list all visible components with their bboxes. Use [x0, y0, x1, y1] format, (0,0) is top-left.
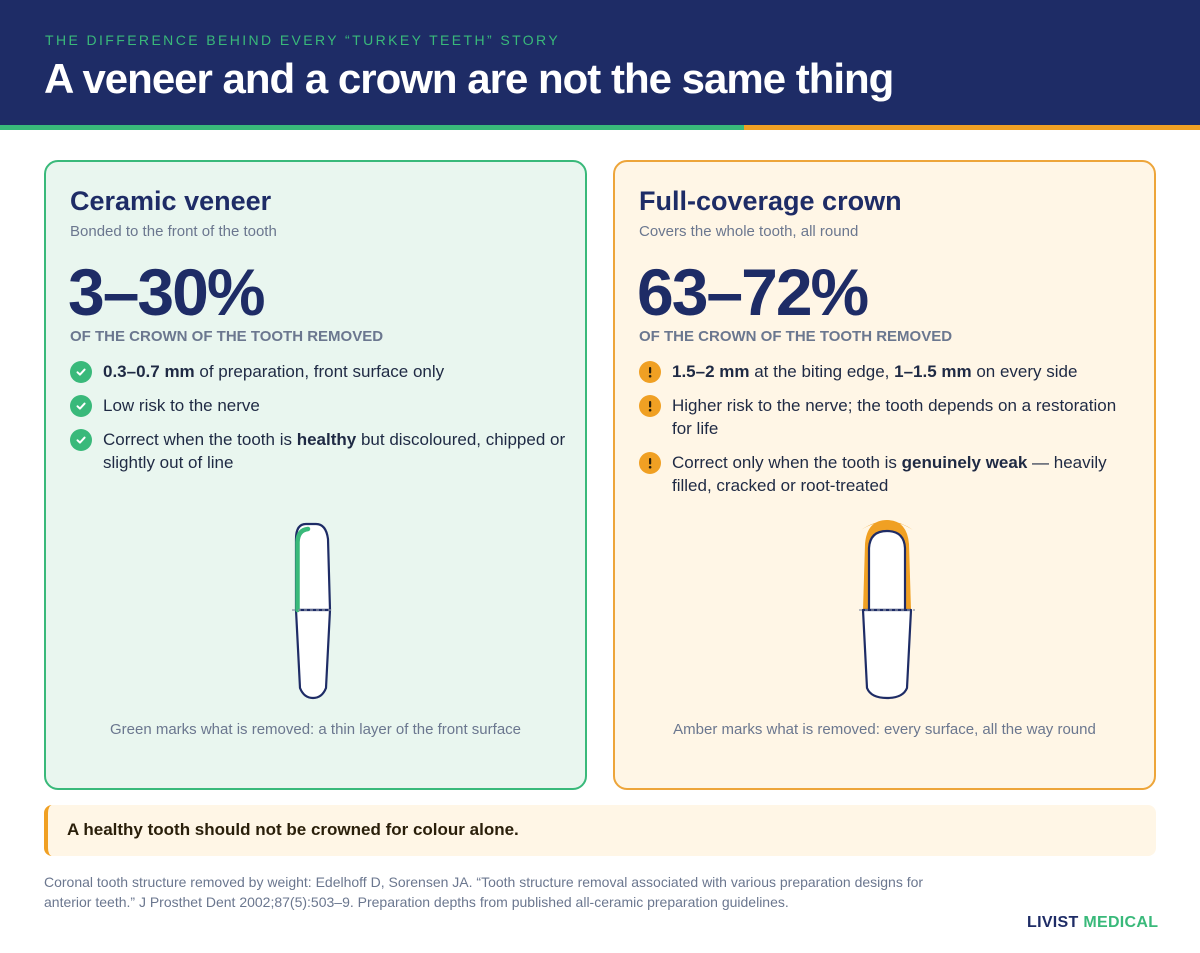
eyebrow-text: THE DIFFERENCE BEHIND EVERY “TURKEY TEET… — [45, 32, 561, 48]
list-item: Correct only when the tooth is genuinely… — [639, 451, 1139, 497]
list-item: Higher risk to the nerve; the tooth depe… — [639, 394, 1139, 440]
veneer-percentage: 3–30% — [68, 255, 266, 329]
list-item: Correct when the tooth is healthy but di… — [70, 428, 570, 474]
page-title: A veneer and a crown are not the same th… — [44, 55, 894, 102]
veneer-item-text: 0.3–0.7 mm of preparation, front surface… — [103, 362, 445, 381]
crown-title: Full-coverage crown — [639, 186, 902, 216]
veneer-removed-layer — [295, 526, 311, 613]
veneer-caption: OF THE CROWN OF THE TOOTH REMOVED — [70, 328, 384, 345]
crown-list: 1.5–2 mm at the biting edge, 1–1.5 mm on… — [639, 360, 1139, 508]
exclamation-icon — [639, 395, 661, 417]
veneer-item-text: Correct when the tooth is healthy but di… — [103, 430, 566, 472]
accent-bar-green — [0, 125, 744, 130]
veneer-panel: Ceramic veneer Bonded to the front of th… — [44, 160, 587, 790]
veneer-title: Ceramic veneer — [70, 186, 272, 216]
tooth-crown-outline — [294, 522, 332, 612]
crown-caption: OF THE CROWN OF THE TOOTH REMOVED — [639, 328, 953, 345]
veneer-subtitle: Bonded to the front of the tooth — [70, 223, 277, 240]
check-icon — [70, 429, 92, 451]
brand-logo: LIVIST MEDICAL — [1027, 914, 1159, 931]
exclamation-icon — [639, 361, 661, 383]
tooth-root-outline — [294, 608, 332, 700]
list-item: Low risk to the nerve — [70, 394, 570, 417]
list-item: 1.5–2 mm at the biting edge, 1–1.5 mm on… — [639, 360, 1139, 383]
veneer-note: Green marks what is removed: a thin laye… — [109, 721, 521, 738]
exclamation-icon — [639, 452, 661, 474]
tooth-root-outline — [861, 608, 913, 700]
veneer-item-text: Low risk to the nerve — [103, 396, 260, 415]
veneer-tooth-diagram — [292, 522, 334, 700]
list-item: 0.3–0.7 mm of preparation, front surface… — [70, 360, 570, 383]
crown-item-text: 1.5–2 mm at the biting edge, 1–1.5 mm on… — [672, 362, 1078, 381]
crown-panel: Full-coverage crown Covers the whole too… — [613, 160, 1156, 790]
check-icon — [70, 395, 92, 417]
crown-item-text: Higher risk to the nerve; the tooth depe… — [672, 396, 1117, 438]
callout-text: A healthy tooth should not be crowned fo… — [67, 820, 519, 839]
crown-percentage: 63–72% — [637, 255, 869, 329]
crown-note: Amber marks what is removed: every surfa… — [673, 721, 1096, 738]
crown-subtitle: Covers the whole tooth, all round — [639, 223, 859, 240]
crown-item-text: Correct only when the tooth is genuinely… — [672, 453, 1107, 495]
source-citation: Coronal tooth structure removed by weigh… — [44, 874, 924, 910]
check-icon — [70, 361, 92, 383]
accent-bar-amber — [744, 125, 1200, 130]
crown-tooth-diagram — [859, 520, 915, 700]
tooth-crown-outline — [867, 529, 907, 612]
veneer-list: 0.3–0.7 mm of preparation, front surface… — [70, 360, 570, 485]
header-banner: THE DIFFERENCE BEHIND EVERY “TURKEY TEET… — [0, 0, 1200, 125]
callout-box: A healthy tooth should not be crowned fo… — [44, 805, 1156, 856]
